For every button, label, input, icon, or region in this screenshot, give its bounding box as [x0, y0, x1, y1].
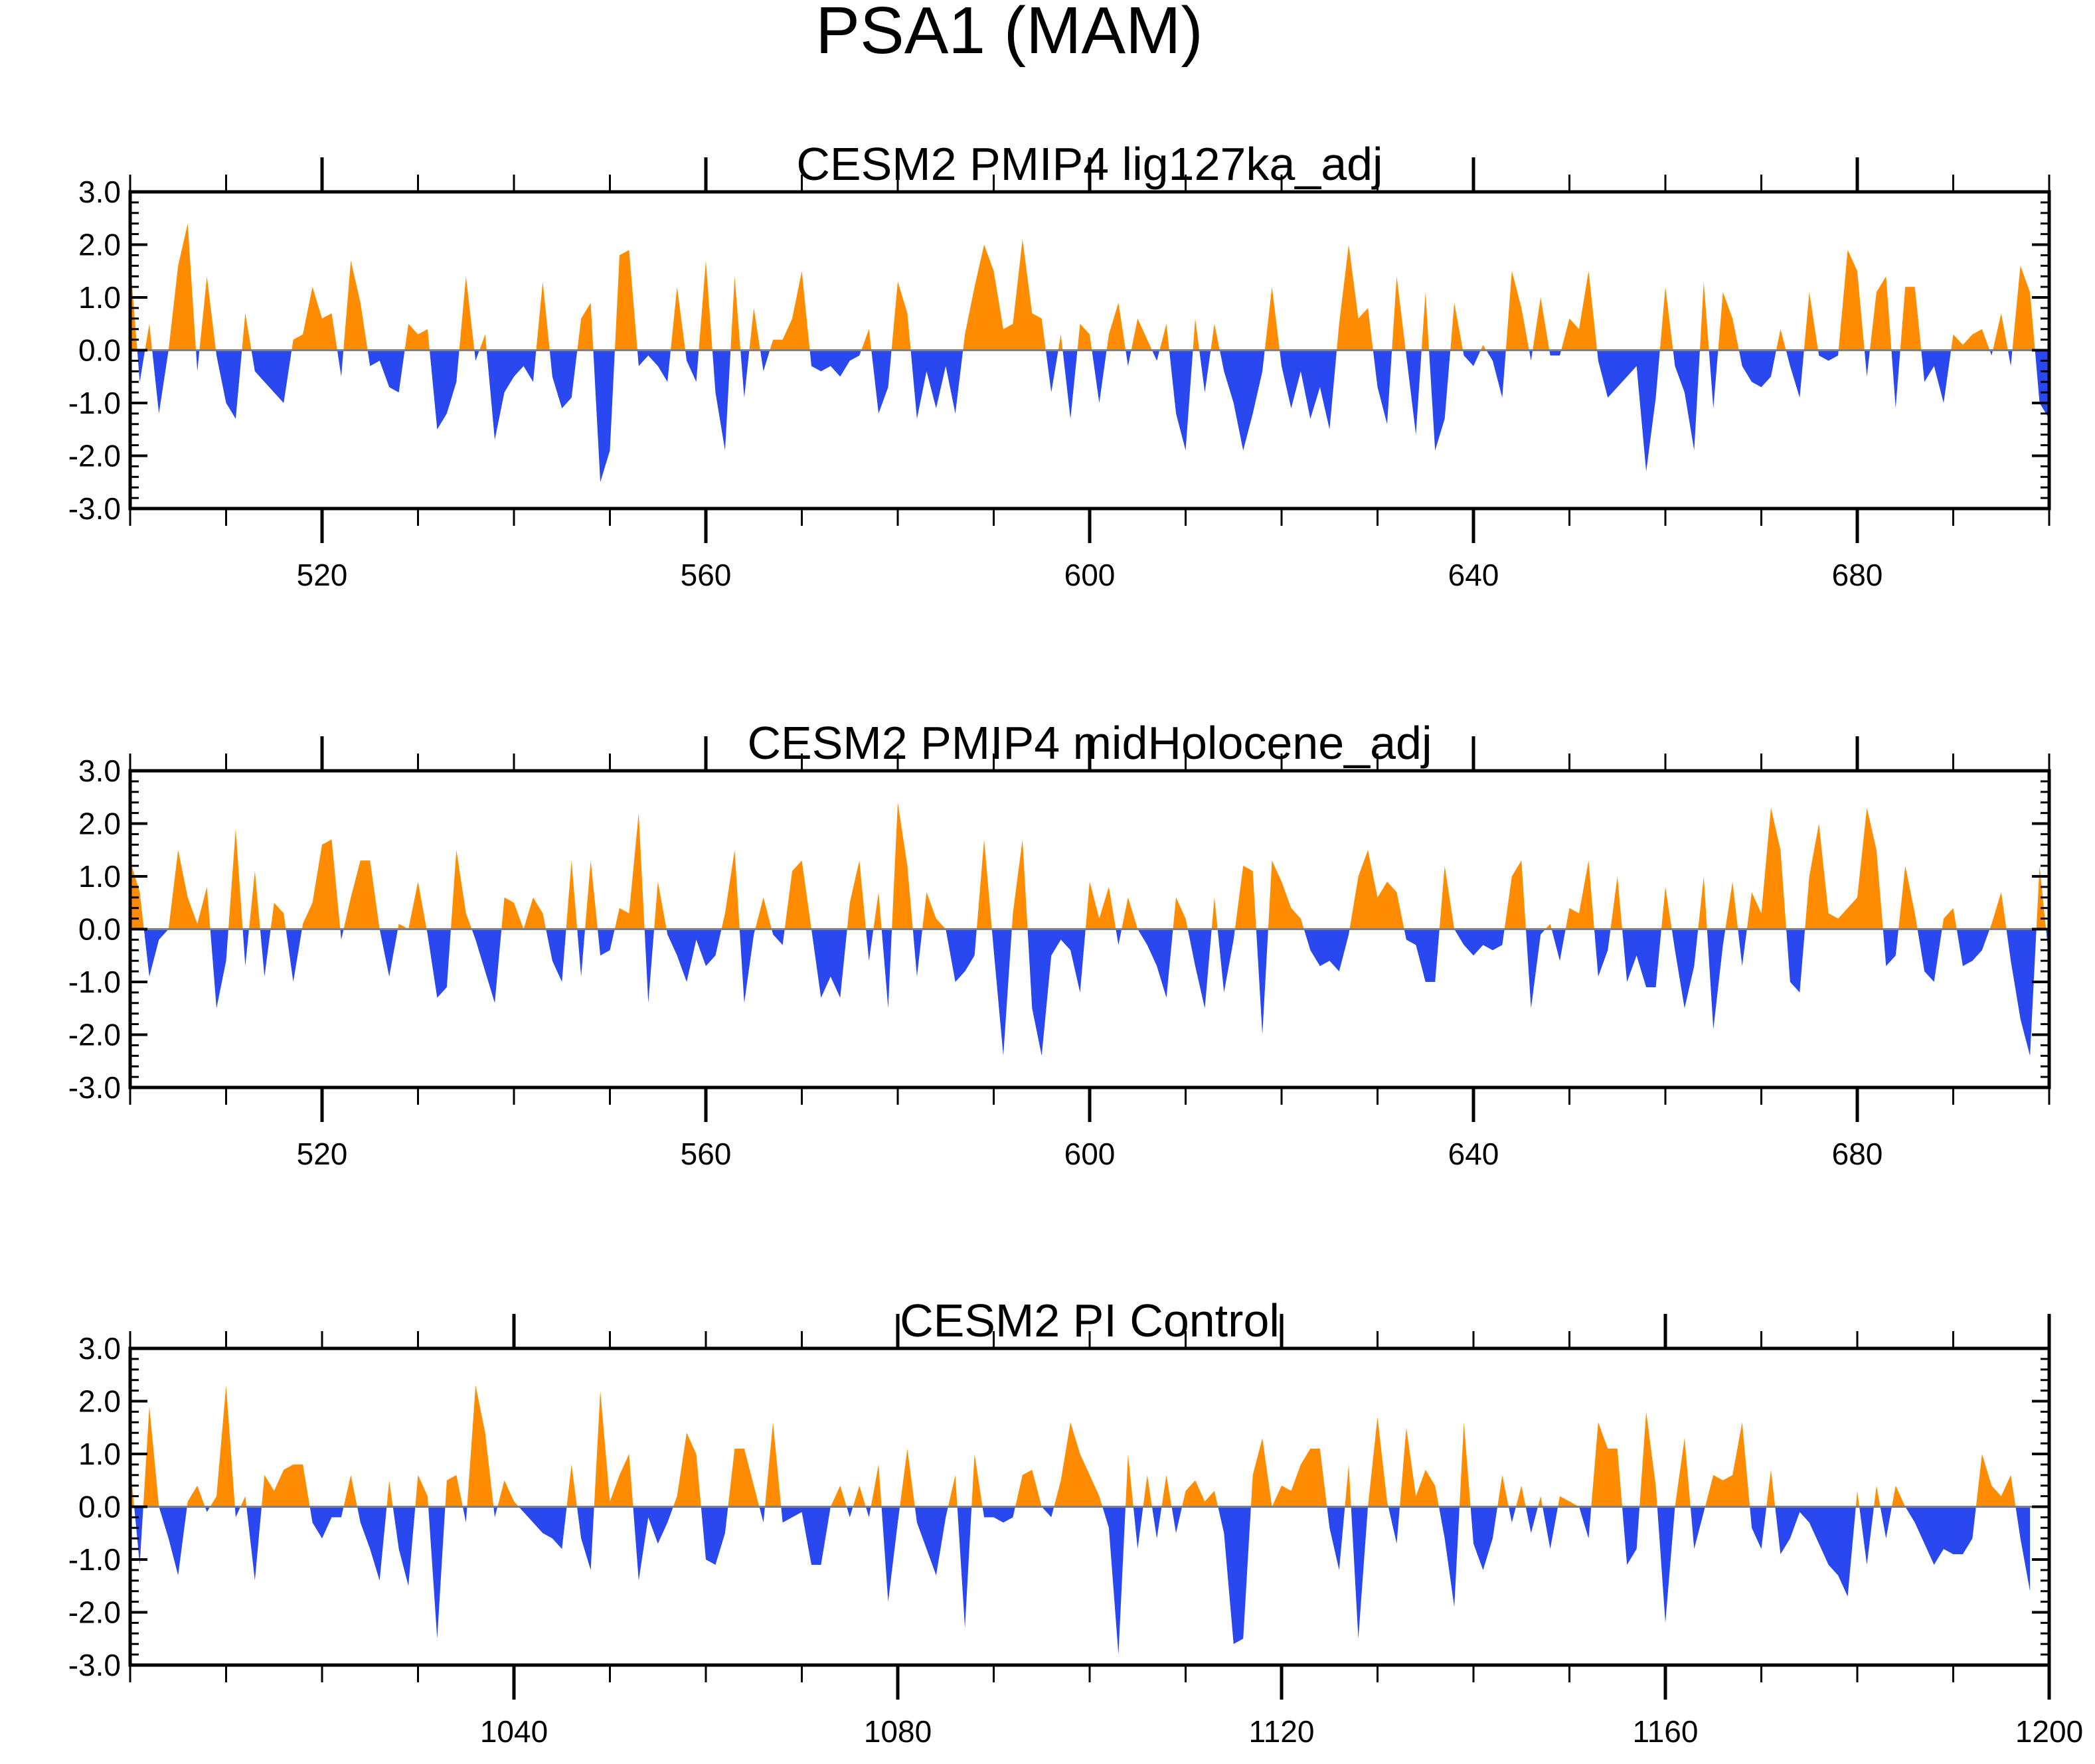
panels: CESM2 PMIP4 lig127ka_adj3.02.01.00.0-1.0… — [68, 138, 2083, 1749]
x-tick-label: 560 — [681, 558, 732, 592]
x-tick-label: 1120 — [1249, 1714, 1315, 1749]
plot-frame — [128, 190, 2051, 511]
x-tick-label: 1080 — [864, 1714, 932, 1749]
y-tick-label: 0.0 — [78, 333, 121, 368]
y-tick-label: 1.0 — [78, 1437, 121, 1471]
x-tick-label: 680 — [1832, 1137, 1883, 1171]
negative-area — [130, 1506, 2031, 1655]
figure-title: PSA1 (MAM) — [815, 0, 1203, 68]
negative-area — [130, 350, 2049, 483]
x-tick-label: 1160 — [1633, 1714, 1699, 1749]
y-tick-label: 3.0 — [78, 754, 121, 788]
y-tick-label: -1.0 — [68, 965, 121, 999]
y-tick-label: 2.0 — [78, 807, 121, 841]
y-tick-label: 1.0 — [78, 859, 121, 894]
chart-panel-3: CESM2 PI Control3.02.01.00.0-1.0-2.0-3.0… — [68, 1295, 2083, 1749]
plot-frame — [128, 769, 2051, 1089]
y-tick-label: 2.0 — [78, 228, 121, 262]
x-tick-label: 520 — [297, 1137, 348, 1171]
positive-area — [130, 1385, 2031, 1507]
y-tick-label: 1.0 — [78, 280, 121, 315]
x-tick-label: 680 — [1832, 558, 1883, 592]
x-tick-label: 1040 — [480, 1714, 548, 1749]
positive-area — [130, 802, 2049, 929]
y-tick-label: -2.0 — [68, 1018, 121, 1052]
chart-panel-1: CESM2 PMIP4 lig127ka_adj3.02.01.00.0-1.0… — [68, 138, 2051, 592]
y-tick-label: -1.0 — [68, 386, 121, 420]
y-tick-label: 0.0 — [78, 912, 121, 947]
y-tick-label: -1.0 — [68, 1542, 121, 1577]
x-tick-label: 560 — [681, 1137, 732, 1171]
y-tick-label: -2.0 — [68, 1595, 121, 1630]
x-tick-label: 1200 — [2015, 1714, 2083, 1749]
y-tick-label: -3.0 — [68, 1070, 121, 1105]
x-tick-label: 600 — [1064, 1137, 1116, 1171]
x-tick-label: 640 — [1448, 558, 1499, 592]
y-tick-label: 2.0 — [78, 1384, 121, 1419]
y-tick-label: 3.0 — [78, 175, 121, 209]
x-tick-label: 640 — [1448, 1137, 1499, 1171]
y-tick-label: 3.0 — [78, 1331, 121, 1366]
y-tick-label: 0.0 — [78, 1490, 121, 1524]
x-tick-label: 600 — [1064, 558, 1116, 592]
positive-area — [130, 223, 2049, 351]
x-tick-label: 520 — [297, 558, 348, 592]
y-tick-label: -2.0 — [68, 439, 121, 473]
plot-frame — [128, 1346, 2051, 1667]
y-tick-label: -3.0 — [68, 1648, 121, 1682]
chart-panel-2: CESM2 PMIP4 midHolocene_adj3.02.01.00.0-… — [68, 717, 2051, 1171]
y-tick-label: -3.0 — [68, 491, 121, 526]
